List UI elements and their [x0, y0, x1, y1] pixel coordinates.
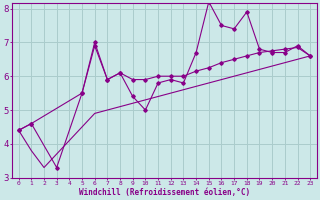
X-axis label: Windchill (Refroidissement éolien,°C): Windchill (Refroidissement éolien,°C) [79, 188, 250, 197]
